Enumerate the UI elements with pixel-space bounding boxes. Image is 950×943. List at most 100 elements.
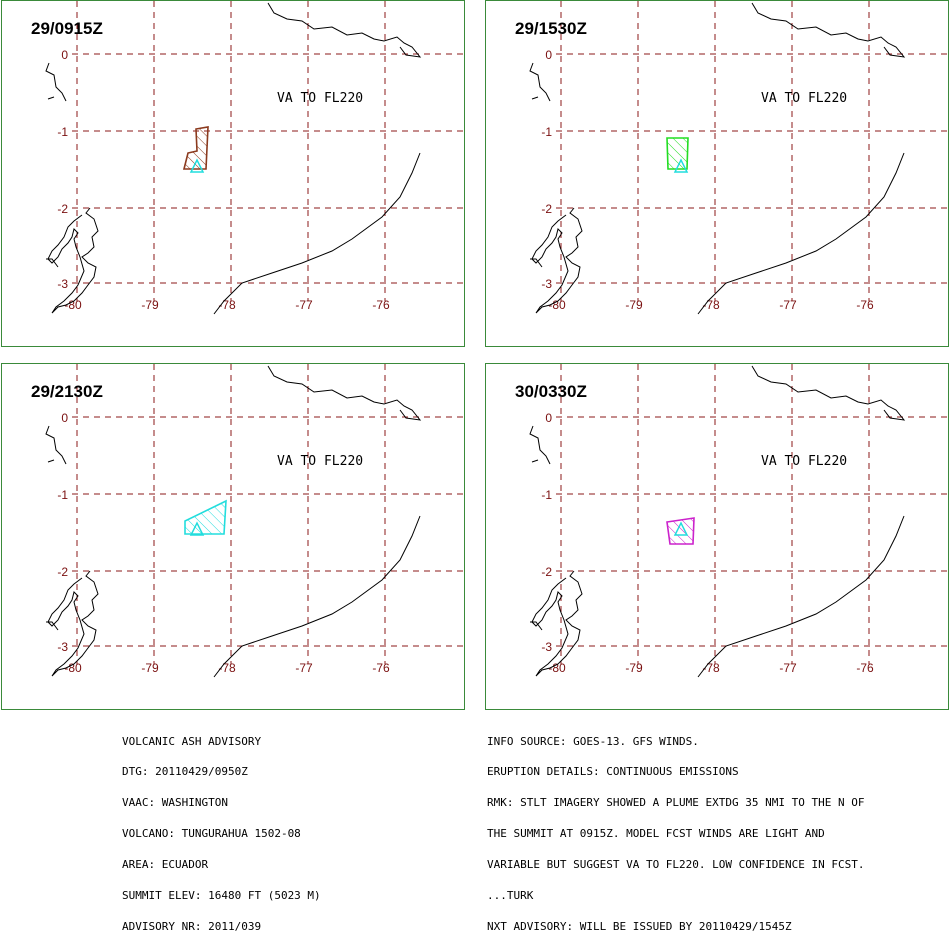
lat-label: -2: [541, 565, 552, 579]
lon-label: -79: [625, 661, 643, 675]
island-mark: [47, 96, 55, 100]
map-svg-4: 0 -1 -2 -3 -80 -79 -78 -77 -76: [529, 364, 950, 678]
panel-time-label: 30/0330Z: [515, 382, 587, 401]
volcano-icon: [189, 521, 205, 536]
lon-label: -80: [64, 661, 82, 675]
coastline: [751, 365, 906, 421]
lat-label: -1: [57, 488, 68, 502]
ash-plume-area: [184, 499, 227, 535]
advisory-line: VARIABLE BUT SUGGEST VA TO FL220. LOW CO…: [487, 858, 865, 872]
lon-label: -78: [218, 298, 236, 312]
va-height-label: VA TO FL220: [277, 91, 364, 106]
coastline: [531, 207, 583, 314]
lat-label: -3: [541, 640, 552, 654]
border-line: [213, 152, 421, 315]
advisory-line: INFO SOURCE: GOES-13. GFS WINDS.: [487, 734, 699, 748]
coastline: [529, 425, 551, 465]
panel-time-label: 29/2130Z: [31, 382, 103, 401]
lon-label: -77: [779, 661, 797, 675]
lon-label: -77: [779, 298, 797, 312]
va-height-label: VA TO FL220: [277, 454, 364, 469]
island-mark: [531, 96, 539, 100]
lon-label: -79: [625, 298, 643, 312]
panel-time-label: 29/0915Z: [31, 19, 103, 38]
lat-label: 0: [545, 48, 552, 62]
lon-label: -80: [64, 298, 82, 312]
lat-label: -1: [541, 125, 552, 139]
coastline: [46, 258, 59, 268]
volcano-icon: [673, 521, 689, 536]
advisory-line: DTG: 20110429/0950Z: [122, 765, 248, 779]
lat-label: -3: [57, 277, 68, 291]
coastline: [530, 621, 543, 631]
lon-label: -76: [856, 661, 874, 675]
advisory-line: RMK: STLT IMAGERY SHOWED A PLUME EXTDG 3…: [487, 796, 865, 810]
lon-label: -78: [218, 661, 236, 675]
island-mark: [47, 459, 55, 463]
coastline: [47, 570, 99, 677]
lat-label: -2: [541, 202, 552, 216]
map-svg-1: 0 -1 -2 -3 -80 -79 -78 -77 -76: [45, 1, 466, 315]
lon-label: -77: [295, 661, 313, 675]
lat-label: -1: [57, 125, 68, 139]
volcano-icon: [189, 158, 205, 173]
coastline: [529, 62, 551, 102]
ash-plume-area: [666, 137, 689, 170]
lon-label: -78: [702, 661, 720, 675]
lat-label: 0: [61, 48, 68, 62]
advisory-line: ERUPTION DETAILS: CONTINUOUS EMISSIONS: [487, 765, 739, 779]
lat-label: -2: [57, 565, 68, 579]
coastline: [45, 62, 67, 102]
map-panel-1: 0 -1 -2 -3 -80 -79 -78 -77 -76 29/0915Z VA TO FL…: [1, 0, 466, 347]
lon-label: -78: [702, 298, 720, 312]
lon-label: -77: [295, 298, 313, 312]
advisory-line: SUMMIT ELEV: 16480 FT (5023 M): [122, 889, 321, 903]
map-panel-3: 0 -1 -2 -3 -80 -79 -78 -77 -76 29/2130Z VA TO FL…: [1, 363, 466, 710]
advisory-line: ADVISORY NR: 2011/039: [122, 919, 262, 933]
lat-label: -2: [57, 202, 68, 216]
lon-label: -76: [372, 298, 390, 312]
advisory-line: VOLCANIC ASH ADVISORY: [122, 734, 262, 748]
advisory-line: THE SUMMIT AT 0915Z. MODEL FCST WINDS AR…: [487, 827, 825, 841]
map-panel-2: 0 -1 -2 -3 -80 -79 -78 -77 -76 29/1530Z VA TO FL…: [485, 0, 950, 347]
ash-plume-area: [182, 126, 209, 170]
lat-label: -3: [541, 277, 552, 291]
lat-label: -1: [541, 488, 552, 502]
panel-time-label: 29/1530Z: [515, 19, 587, 38]
coastline: [530, 258, 543, 268]
lon-label: -76: [856, 298, 874, 312]
map-svg-3: 0 -1 -2 -3 -80 -79 -78 -77 -76: [45, 364, 466, 678]
advisory-line: VOLCANO: TUNGURAHUA 1502-08: [122, 827, 301, 841]
volcano-icon: [673, 158, 689, 173]
border-line: [697, 152, 905, 315]
lon-label: -80: [548, 661, 566, 675]
lon-label: -79: [141, 661, 159, 675]
advisory-header-block: VOLCANIC ASH ADVISORY DTG: 20110429/0950…: [122, 716, 321, 943]
coastline: [267, 365, 422, 421]
map-svg-2: 0 -1 -2 -3 -80 -79 -78 -77 -76: [529, 1, 950, 315]
lon-label: -79: [141, 298, 159, 312]
map-panel-4: 0 -1 -2 -3 -80 -79 -78 -77 -76 30/0330Z VA TO FL…: [485, 363, 950, 710]
advisory-line: AREA: ECUADOR: [122, 858, 209, 872]
coastline: [531, 570, 583, 677]
border-line: [697, 515, 905, 678]
va-height-label: VA TO FL220: [761, 91, 848, 106]
ash-plume-area: [666, 517, 695, 545]
lat-label: 0: [545, 411, 552, 425]
island-mark: [531, 459, 539, 463]
va-height-label: VA TO FL220: [761, 454, 848, 469]
lon-label: -76: [372, 661, 390, 675]
lat-label: 0: [61, 411, 68, 425]
lon-label: -80: [548, 298, 566, 312]
coastline: [47, 207, 99, 314]
coastline: [46, 621, 59, 631]
advisory-details-block: INFO SOURCE: GOES-13. GFS WINDS. ERUPTIO…: [487, 716, 865, 943]
lat-label: -3: [57, 640, 68, 654]
advisory-line: VAAC: WASHINGTON: [122, 796, 228, 810]
coastline: [267, 2, 422, 58]
coastline: [45, 425, 67, 465]
border-line: [213, 515, 421, 678]
advisory-line: ...TURK: [487, 889, 534, 903]
coastline: [751, 2, 906, 58]
advisory-line: NXT ADVISORY: WILL BE ISSUED BY 20110429…: [487, 919, 792, 933]
